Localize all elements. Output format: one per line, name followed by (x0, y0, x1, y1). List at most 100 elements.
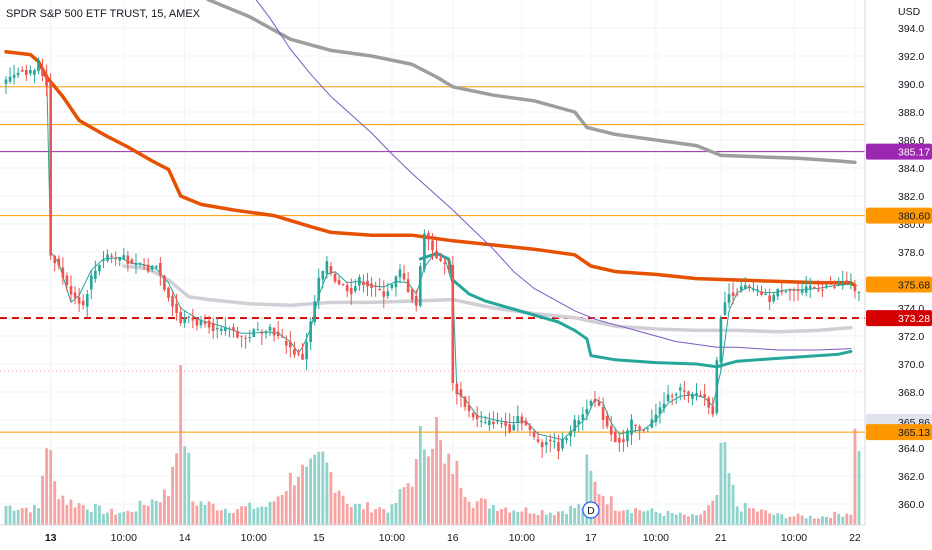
volume-bar (487, 508, 491, 525)
volume-bar (244, 506, 248, 525)
candle (613, 427, 617, 443)
volume-bar (386, 512, 390, 525)
volume-bar (617, 511, 621, 525)
candle (321, 270, 325, 289)
candle (743, 276, 747, 290)
candle (739, 279, 743, 293)
candle (260, 329, 264, 345)
volume-bar (788, 516, 792, 525)
candle (195, 317, 199, 331)
candle (813, 286, 816, 290)
candle (305, 332, 308, 371)
time-tick-label: 10:00 (241, 532, 267, 544)
candle (853, 280, 857, 299)
volume-bar (345, 503, 349, 525)
volume-bar (621, 510, 625, 525)
volume-bar (760, 509, 763, 525)
volume-bar (707, 505, 711, 525)
session-marker[interactable]: D (582, 501, 600, 519)
volume-bar (256, 507, 260, 525)
volume-bar (812, 518, 816, 525)
candle (609, 416, 613, 442)
candle (841, 270, 845, 290)
time-axis[interactable]: 13 10:00 14 10:00 15 10:00 16 10:00 17 10:00 21 10:… (0, 524, 932, 550)
candle (520, 413, 524, 431)
volume-bar (552, 515, 556, 525)
volume-bar (227, 512, 231, 525)
price-tick-label: 392.0 (898, 51, 924, 63)
candle (463, 396, 467, 411)
candle (89, 270, 93, 300)
candle (65, 272, 69, 292)
volume-bar (260, 506, 264, 525)
candle (410, 287, 414, 304)
candle (504, 412, 507, 437)
volume-bar (833, 511, 837, 525)
candle (447, 260, 451, 273)
price-tick-label: 384.0 (898, 163, 924, 175)
volume-bar (589, 470, 593, 525)
dividend-marker-label: D (587, 505, 595, 517)
volume-bars (4, 365, 861, 525)
volume-bar (301, 464, 304, 525)
volume-bar (187, 452, 191, 525)
candle (33, 68, 36, 83)
candle (479, 411, 483, 428)
candle (134, 253, 138, 274)
volume-bar (236, 509, 239, 525)
candle (45, 64, 48, 97)
volume-bar (731, 484, 735, 525)
volume-bar (288, 472, 292, 525)
candle (500, 417, 503, 429)
volume-bar (406, 483, 410, 525)
volume-bar (16, 509, 20, 525)
price-axis[interactable]: USD 360.0362.0364.0366.0368.0370.0372.03… (864, 0, 932, 550)
volume-bar (203, 504, 207, 525)
candle (548, 434, 552, 453)
volume-bar (183, 446, 187, 525)
candle (752, 278, 755, 293)
volume-bar (447, 453, 451, 525)
candle (138, 262, 142, 268)
volume-bar (792, 516, 796, 525)
volume-bar (609, 496, 613, 525)
candle (597, 396, 601, 407)
volume-bar (678, 512, 682, 525)
candle (154, 265, 158, 271)
candle (94, 260, 97, 283)
candle (329, 262, 333, 276)
volume-bar (98, 505, 101, 525)
candle (313, 294, 317, 326)
candle (264, 329, 268, 339)
volume-bar (126, 510, 130, 525)
candle (618, 432, 621, 452)
candle (341, 283, 345, 287)
candle (699, 390, 702, 397)
candle (232, 323, 235, 338)
candle (398, 264, 402, 284)
candle (792, 287, 796, 302)
price-badge: 375.68 (866, 276, 932, 293)
volume-bar (581, 507, 585, 525)
candle (159, 257, 162, 286)
candle (508, 413, 511, 434)
volume-bar (382, 508, 386, 525)
candle (37, 57, 40, 75)
candle (199, 315, 203, 329)
candle (240, 335, 243, 348)
volume-bar (605, 504, 609, 525)
candle (150, 265, 154, 273)
price-tick-label: 370.0 (898, 359, 924, 371)
candle (536, 432, 540, 444)
volume-bar (211, 503, 215, 525)
candle (760, 285, 763, 297)
time-tick-label: 22 (849, 532, 861, 544)
volume-bar (427, 456, 430, 525)
volume-bar (475, 501, 479, 525)
volume-bar (666, 510, 670, 525)
time-tick-label: 10:00 (509, 532, 535, 544)
candle (349, 278, 353, 305)
volume-bar (12, 510, 16, 525)
volume-bar (638, 510, 642, 525)
